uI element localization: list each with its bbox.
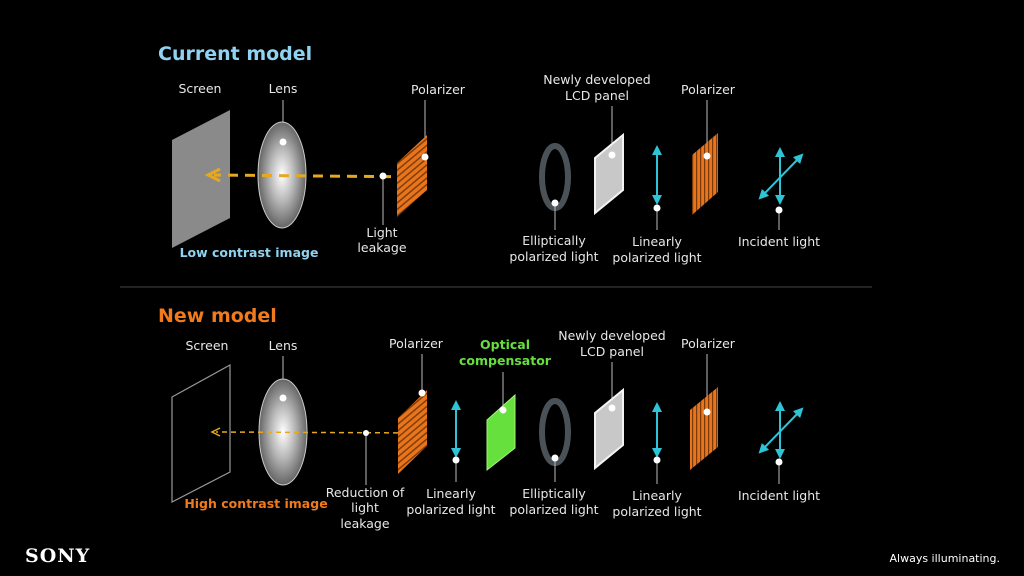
light-beam [215, 431, 426, 434]
polarizer-horizontal [397, 135, 427, 217]
light-leakage-label: leakage [357, 240, 406, 255]
linear-label: Linearly [632, 234, 682, 249]
lcd-label: Newly developed [558, 328, 666, 343]
incident-label: Incident light [738, 234, 820, 249]
polarizer-right-label: Polarizer [681, 82, 736, 97]
new-model-title: New model [158, 305, 277, 327]
leakage-label: leakage [340, 516, 389, 531]
lcd-panel [594, 387, 624, 471]
polarizer-label: Polarizer [389, 336, 444, 351]
screen-panel [171, 363, 231, 503]
screen-panel [172, 110, 230, 248]
lens-label: Lens [269, 81, 298, 96]
incident-diagonal-arrow [758, 153, 804, 200]
screen-label: Screen [179, 81, 222, 96]
lcd-panel [594, 132, 624, 216]
compensator-label: compensator [459, 353, 552, 368]
polarizer-label: Polarizer [411, 82, 466, 97]
leakage-label: light [351, 500, 379, 515]
linear-label: polarized light [612, 504, 701, 519]
reduced-leakage-point [363, 430, 369, 436]
current-model-section: Current model Screen Lens Light leakage … [158, 43, 820, 265]
elliptical-polarization-ring [539, 143, 571, 211]
linear-left-label: polarized light [406, 502, 495, 517]
lens-label: Lens [269, 338, 298, 353]
lcd-label: LCD panel [565, 88, 629, 103]
polarizer-vertical [690, 387, 718, 470]
linear-label: polarized light [612, 250, 701, 265]
elliptical-label: Elliptically [522, 233, 586, 248]
compensator-label: Optical [480, 337, 530, 352]
optical-compensator [486, 393, 516, 472]
high-contrast-caption: High contrast image [184, 496, 327, 511]
elliptical-label: Elliptically [522, 486, 586, 501]
polarizer-right-label: Polarizer [681, 336, 736, 351]
beam-arrowhead [204, 167, 221, 183]
elliptical-polarization-ring [539, 398, 571, 466]
tagline: Always illuminating. [890, 552, 1001, 565]
incident-label: Incident light [738, 488, 820, 503]
linear-left-label: Linearly [426, 486, 476, 501]
elliptical-label: polarized light [509, 502, 598, 517]
leakage-label: Reduction of [326, 485, 405, 500]
current-model-title: Current model [158, 43, 312, 65]
light-leakage-point [379, 172, 387, 180]
polarizer-vertical [692, 133, 718, 215]
incident-diagonal-arrow [758, 407, 804, 454]
new-model-section: New model Screen Lens Reduction of light… [158, 305, 820, 531]
linear-label: Linearly [632, 488, 682, 503]
screen-label: Screen [186, 338, 229, 353]
light-leakage-label: Light [366, 225, 397, 240]
beam-arrowhead [210, 427, 221, 437]
lcd-label: Newly developed [543, 72, 651, 87]
lcd-label: LCD panel [580, 344, 644, 359]
light-beam [213, 173, 426, 179]
low-contrast-caption: Low contrast image [180, 245, 319, 260]
sony-logo: SONY [25, 545, 90, 567]
polarizer-horizontal [398, 390, 427, 474]
elliptical-label: polarized light [509, 249, 598, 264]
